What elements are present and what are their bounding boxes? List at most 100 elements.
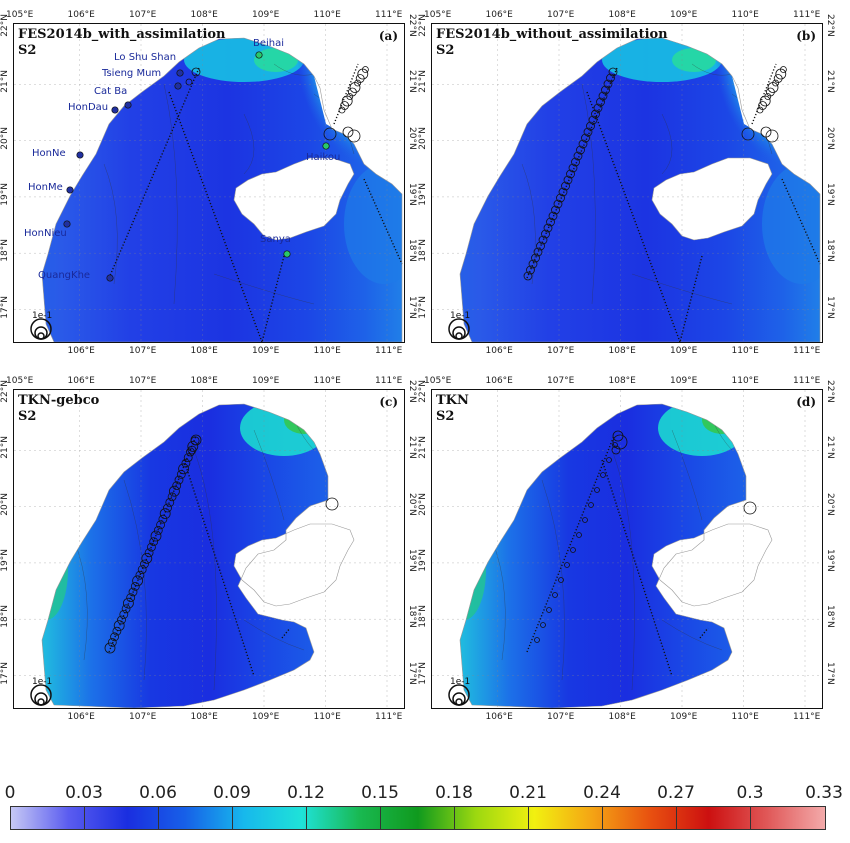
- panel-b: FES2014b_without_assimilation S2 (b) 105°E 1…: [418, 10, 835, 356]
- panel-subtitle: S2: [18, 409, 37, 424]
- top-lon-tick: 110°E: [313, 376, 341, 386]
- top-lon-tick: 106°E: [485, 10, 513, 20]
- station-label: Sanya: [260, 234, 291, 245]
- panel-subtitle: S2: [436, 43, 455, 58]
- station-marker: [283, 250, 291, 258]
- right-lat-tick: 18°N: [407, 605, 417, 628]
- right-lat-tick: 18°N: [825, 605, 835, 628]
- station-label: Tsieng Mum: [102, 68, 162, 79]
- left-lat-tick: 17°N: [0, 295, 10, 319]
- station-marker: [322, 142, 330, 150]
- bottom-lon-tick: 108°E: [608, 712, 636, 722]
- top-lon-tick: 109°E: [670, 376, 698, 386]
- panel-d: TKN S2 (d) 105°E 106°E 107°E 108°E 109°E 110°E 11…: [418, 376, 835, 722]
- bottom-lon-tick: 109°E: [670, 712, 698, 722]
- bottom-lon-tick: 108°E: [190, 712, 218, 722]
- colorbar-tick-label: 0.21: [509, 783, 547, 803]
- bottom-lon-tick: 111°E: [375, 712, 403, 722]
- right-lat-tick: 18°N: [825, 239, 835, 262]
- top-lon-tick: 106°E: [67, 376, 95, 386]
- left-lat-tick: 21°N: [0, 70, 10, 93]
- right-lat-tick: 22°N: [407, 14, 417, 37]
- bottom-lon-tick: 111°E: [375, 346, 403, 356]
- left-lat-tick: 22°N: [418, 14, 428, 37]
- map-canvas: [432, 24, 822, 342]
- scale-label: 1e-1: [450, 311, 471, 321]
- colorbar-tick-label: 0.18: [435, 783, 473, 803]
- top-lon-tick: 107°E: [129, 376, 157, 386]
- colorbar-divider: [750, 806, 751, 829]
- left-lat-tick: 22°N: [418, 380, 428, 403]
- station-label: Lo Shu Shan: [114, 52, 177, 63]
- colorbar-tick-label: 0.06: [139, 783, 177, 803]
- track-circles: [523, 66, 787, 281]
- panel-title: FES2014b_without_assimilation: [436, 27, 668, 42]
- station-marker: [106, 274, 114, 282]
- right-lat-tick: 20°N: [407, 492, 417, 516]
- bottom-lon-tick: 107°E: [547, 712, 575, 722]
- station-marker: [63, 220, 71, 228]
- right-lat-tick: 21°N: [825, 436, 835, 459]
- station-label: Beihai: [253, 38, 285, 49]
- top-lon-tick: 105°E: [424, 10, 452, 20]
- right-lat-tick: 17°N: [407, 661, 417, 685]
- bottom-lon-tick: 110°E: [313, 712, 341, 722]
- right-lat-tick: 20°N: [825, 126, 835, 150]
- right-lat-tick: 19°N: [825, 182, 835, 206]
- colorbar-tick-label: 0.15: [361, 783, 399, 803]
- bottom-lon-tick: 106°E: [67, 712, 95, 722]
- station-marker: [76, 151, 84, 159]
- top-lon-tick: 107°E: [547, 376, 575, 386]
- bottom-lon-tick: 108°E: [190, 346, 218, 356]
- panel-label: (b): [796, 29, 816, 43]
- colorbar-divider: [676, 806, 677, 829]
- map-canvas: [14, 390, 404, 708]
- left-lat-tick: 22°N: [0, 14, 10, 37]
- map-canvas: [432, 390, 822, 708]
- station-label: HonMe: [28, 182, 63, 193]
- bottom-lon-tick: 108°E: [608, 346, 636, 356]
- right-lat-tick: 22°N: [825, 14, 835, 37]
- left-lat-tick: 21°N: [418, 70, 428, 93]
- station-label: QuangKhe: [38, 270, 91, 281]
- colorbar-tick-label: 0.12: [287, 783, 325, 803]
- bottom-lon-tick: 110°E: [731, 712, 759, 722]
- altimetry-tracks: [108, 435, 291, 677]
- bottom-lon-tick: 110°E: [731, 346, 759, 356]
- scale-circles: [30, 318, 52, 340]
- colorbar-tick-label: 0.27: [657, 783, 695, 803]
- top-lon-tick: 105°E: [424, 376, 452, 386]
- panel-a: FES2014b_with_assimilation S2 (a) 105°E 106°…: [0, 10, 417, 356]
- colorbar-divider: [306, 806, 307, 829]
- scale-label: 1e-1: [32, 311, 53, 321]
- bottom-lon-tick: 106°E: [485, 346, 513, 356]
- right-lat-tick: 20°N: [407, 126, 417, 150]
- colorbar-tick-label: 0.24: [583, 783, 621, 803]
- bottom-lon-tick: 107°E: [547, 346, 575, 356]
- station-marker: [124, 101, 132, 109]
- top-lon-tick: 107°E: [129, 10, 157, 20]
- station-label: HonNe: [32, 148, 66, 159]
- scale-label: 1e-1: [32, 677, 53, 687]
- right-lat-tick: 17°N: [825, 661, 835, 685]
- right-lat-tick: 19°N: [407, 548, 417, 572]
- station-marker: [66, 186, 74, 194]
- panel-c: TKN-gebco S2 (c) 105°E 106°E 107°E 108°E 109°E 1…: [0, 376, 417, 722]
- right-lat-tick: 17°N: [407, 295, 417, 319]
- left-lat-tick: 19°N: [0, 548, 10, 572]
- left-lat-tick: 19°N: [0, 182, 10, 206]
- top-lon-tick: 106°E: [485, 376, 513, 386]
- station-label: Cat Ba: [94, 86, 128, 97]
- top-lon-tick: 108°E: [190, 10, 218, 20]
- left-lat-tick: 20°N: [418, 126, 428, 150]
- panel-subtitle: S2: [436, 409, 455, 424]
- right-lat-tick: 17°N: [825, 295, 835, 319]
- colorbar-divider: [528, 806, 529, 829]
- bottom-lon-tick: 106°E: [485, 712, 513, 722]
- scale-circles: [448, 684, 470, 706]
- top-lon-tick: 111°E: [375, 10, 403, 20]
- left-lat-tick: 22°N: [0, 380, 10, 403]
- panel-title: TKN: [436, 393, 469, 408]
- right-lat-tick: 19°N: [407, 182, 417, 206]
- top-lon-tick: 110°E: [731, 10, 759, 20]
